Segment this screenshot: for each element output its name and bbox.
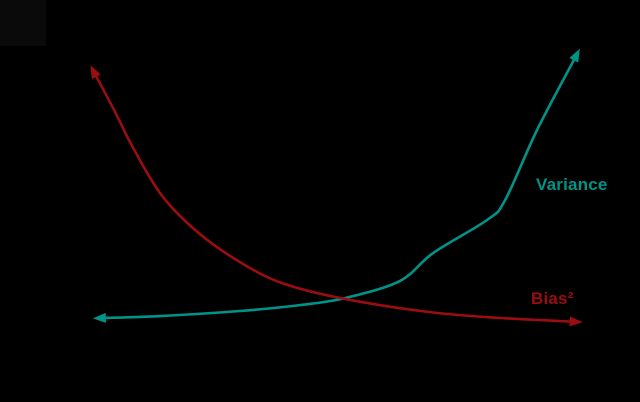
bias-curve xyxy=(93,73,573,323)
bias-curve-arrowhead xyxy=(90,65,101,80)
variance-curve-arrowhead xyxy=(92,312,107,323)
variance-curve-arrowhead xyxy=(569,48,580,63)
bias-squared-curve-label: Bias² xyxy=(531,289,574,308)
variance-curve-label: Variance xyxy=(536,175,608,194)
corner-artifact xyxy=(0,0,46,46)
bias-curve-arrowhead xyxy=(569,316,583,327)
variance-curve xyxy=(102,56,577,320)
